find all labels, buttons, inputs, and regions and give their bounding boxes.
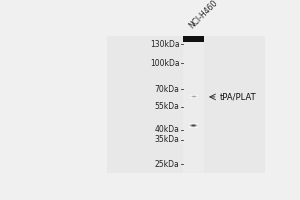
- Text: 100kDa: 100kDa: [150, 59, 180, 68]
- Text: 35kDa: 35kDa: [155, 135, 180, 144]
- Text: 55kDa: 55kDa: [155, 102, 180, 111]
- Bar: [183, 36, 204, 173]
- Bar: [107, 36, 266, 173]
- Text: NCI-H460: NCI-H460: [187, 0, 219, 30]
- Text: 25kDa: 25kDa: [155, 160, 180, 169]
- Text: 70kDa: 70kDa: [155, 85, 180, 94]
- Text: 130kDa: 130kDa: [150, 40, 180, 49]
- Text: 40kDa: 40kDa: [155, 125, 180, 134]
- Bar: [183, 36, 204, 42]
- Text: tPA/PLAT: tPA/PLAT: [220, 92, 256, 101]
